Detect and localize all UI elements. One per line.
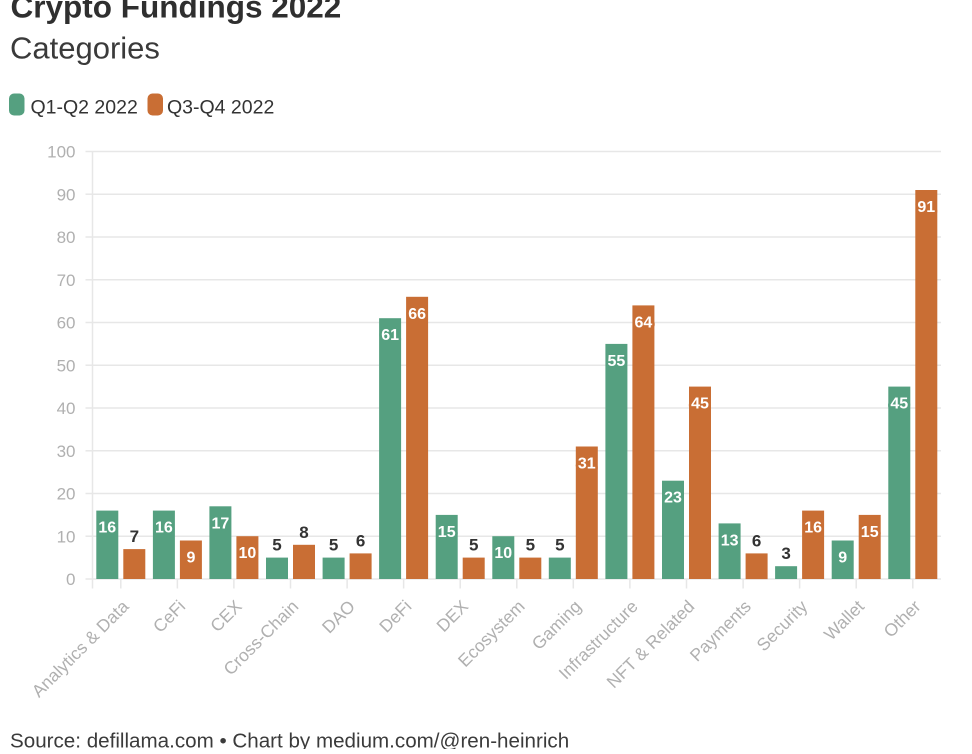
svg-text:9: 9 [838, 550, 847, 567]
svg-text:9: 9 [186, 550, 195, 567]
svg-text:Q3-Q4 2022: Q3-Q4 2022 [167, 97, 274, 119]
svg-text:Crypto Fundings 2022: Crypto Fundings 2022 [11, 0, 342, 25]
svg-text:Categories: Categories [10, 31, 160, 66]
svg-text:13: 13 [721, 532, 739, 549]
svg-text:66: 66 [408, 306, 426, 323]
svg-text:40: 40 [57, 399, 76, 418]
svg-text:31: 31 [578, 456, 596, 473]
svg-text:16: 16 [155, 520, 173, 537]
svg-text:55: 55 [608, 353, 626, 370]
svg-text:64: 64 [635, 314, 653, 331]
svg-text:5: 5 [469, 536, 478, 555]
svg-text:45: 45 [890, 396, 908, 413]
svg-text:61: 61 [381, 327, 399, 344]
svg-text:20: 20 [57, 485, 76, 504]
svg-text:17: 17 [212, 515, 230, 532]
svg-text:15: 15 [861, 524, 879, 541]
svg-text:10: 10 [57, 527, 76, 546]
svg-text:Source: defillama.com • Chart: Source: defillama.com • Chart by medium.… [10, 730, 569, 750]
svg-text:7: 7 [130, 527, 139, 546]
svg-text:60: 60 [57, 314, 76, 333]
svg-text:0: 0 [66, 570, 75, 589]
svg-text:16: 16 [804, 520, 822, 537]
svg-text:30: 30 [57, 442, 76, 461]
svg-text:100: 100 [47, 143, 75, 162]
svg-text:15: 15 [438, 524, 456, 541]
svg-text:45: 45 [691, 396, 709, 413]
svg-text:23: 23 [664, 490, 682, 507]
svg-text:5: 5 [272, 536, 281, 555]
svg-text:6: 6 [752, 531, 761, 550]
svg-text:80: 80 [57, 228, 76, 247]
svg-text:5: 5 [555, 536, 564, 555]
svg-text:50: 50 [57, 356, 76, 375]
svg-text:5: 5 [329, 536, 338, 555]
svg-text:3: 3 [781, 544, 790, 563]
svg-text:6: 6 [356, 531, 365, 550]
svg-text:91: 91 [917, 199, 935, 216]
svg-text:16: 16 [98, 520, 116, 537]
svg-text:Q1-Q2 2022: Q1-Q2 2022 [31, 97, 138, 119]
svg-text:70: 70 [57, 271, 76, 290]
svg-text:10: 10 [494, 545, 512, 562]
svg-text:10: 10 [239, 545, 257, 562]
svg-text:90: 90 [57, 185, 76, 204]
svg-text:8: 8 [299, 523, 308, 542]
svg-text:5: 5 [526, 536, 535, 555]
